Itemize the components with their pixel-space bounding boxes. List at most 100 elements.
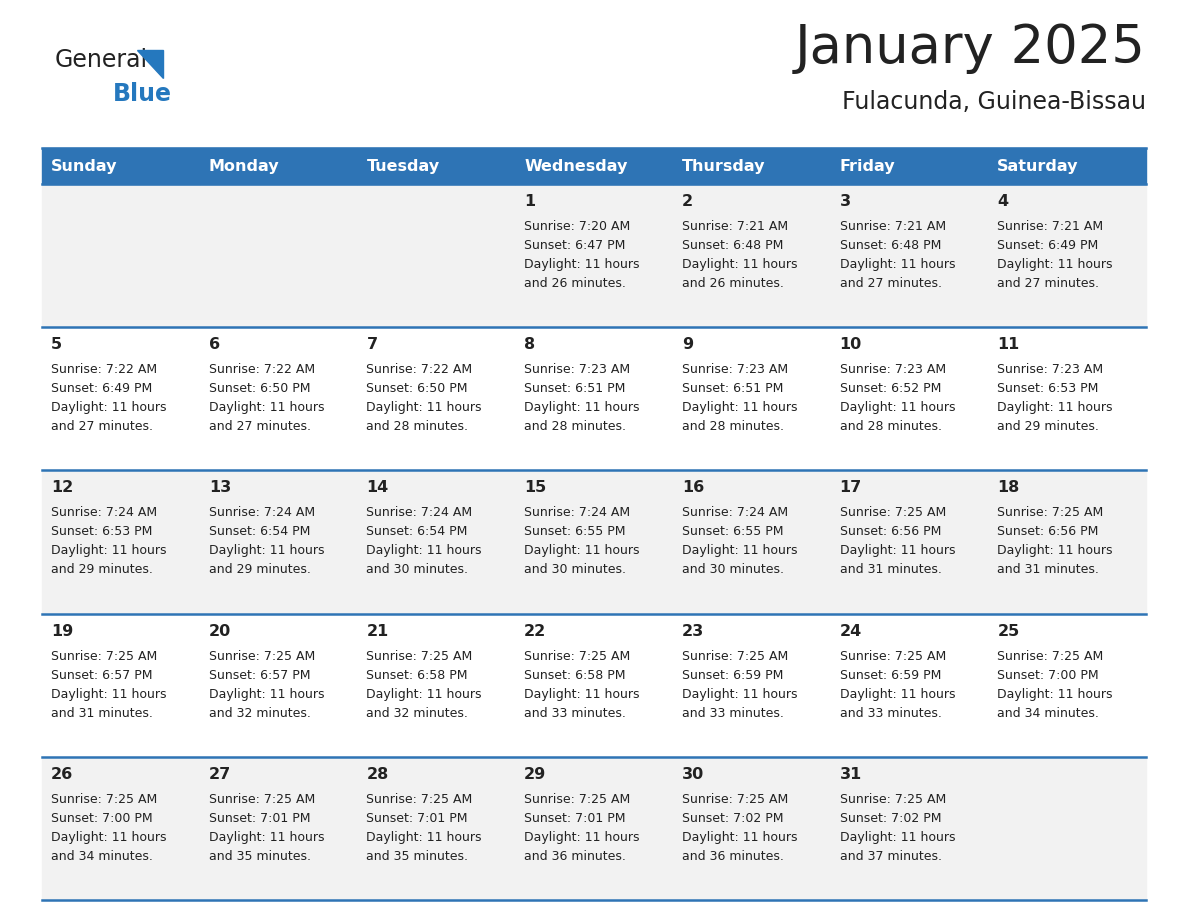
Text: 22: 22 xyxy=(524,623,546,639)
Bar xyxy=(830,184,988,327)
Text: 31: 31 xyxy=(840,767,861,782)
Text: 2: 2 xyxy=(682,194,693,209)
Text: 6: 6 xyxy=(209,337,220,353)
Text: Daylight: 11 hours: Daylight: 11 hours xyxy=(840,688,955,700)
Text: Daylight: 11 hours: Daylight: 11 hours xyxy=(366,401,482,414)
Text: and 31 minutes.: and 31 minutes. xyxy=(840,564,941,577)
Text: Sunrise: 7:25 AM: Sunrise: 7:25 AM xyxy=(682,650,788,663)
Text: and 27 minutes.: and 27 minutes. xyxy=(209,420,311,433)
Text: and 34 minutes.: and 34 minutes. xyxy=(51,850,153,863)
Bar xyxy=(830,470,988,613)
Text: 27: 27 xyxy=(209,767,230,782)
Text: Sunrise: 7:25 AM: Sunrise: 7:25 AM xyxy=(524,650,631,663)
Bar xyxy=(988,184,1146,327)
Text: 7: 7 xyxy=(366,337,378,353)
Bar xyxy=(672,184,830,327)
Text: Saturday: Saturday xyxy=(997,160,1079,174)
Bar xyxy=(200,184,358,327)
Bar xyxy=(672,327,830,470)
Text: January 2025: January 2025 xyxy=(795,22,1146,74)
Text: Daylight: 11 hours: Daylight: 11 hours xyxy=(997,401,1113,414)
Text: Daylight: 11 hours: Daylight: 11 hours xyxy=(366,544,482,557)
Text: 28: 28 xyxy=(366,767,388,782)
Text: and 31 minutes.: and 31 minutes. xyxy=(51,707,153,720)
Bar xyxy=(516,327,672,470)
Bar xyxy=(672,148,830,184)
Text: Wednesday: Wednesday xyxy=(524,160,627,174)
Bar xyxy=(358,613,516,756)
Bar xyxy=(830,756,988,900)
Bar xyxy=(200,327,358,470)
Text: Monday: Monday xyxy=(209,160,279,174)
Text: Sunset: 7:01 PM: Sunset: 7:01 PM xyxy=(524,812,626,824)
Text: 29: 29 xyxy=(524,767,546,782)
Text: Sunset: 6:50 PM: Sunset: 6:50 PM xyxy=(366,382,468,396)
Text: Sunset: 6:53 PM: Sunset: 6:53 PM xyxy=(997,382,1099,396)
Text: Tuesday: Tuesday xyxy=(366,160,440,174)
Text: Sunset: 6:57 PM: Sunset: 6:57 PM xyxy=(209,668,310,681)
Text: Sunrise: 7:21 AM: Sunrise: 7:21 AM xyxy=(840,220,946,233)
Text: Daylight: 11 hours: Daylight: 11 hours xyxy=(209,688,324,700)
Text: and 28 minutes.: and 28 minutes. xyxy=(524,420,626,433)
Text: Sunset: 6:58 PM: Sunset: 6:58 PM xyxy=(524,668,626,681)
Bar xyxy=(358,756,516,900)
Text: Sunset: 6:48 PM: Sunset: 6:48 PM xyxy=(682,239,783,252)
Bar xyxy=(830,613,988,756)
Bar xyxy=(672,470,830,613)
Text: and 28 minutes.: and 28 minutes. xyxy=(840,420,942,433)
Text: and 32 minutes.: and 32 minutes. xyxy=(366,707,468,720)
Text: Sunset: 6:56 PM: Sunset: 6:56 PM xyxy=(840,525,941,538)
Text: Sunset: 7:01 PM: Sunset: 7:01 PM xyxy=(366,812,468,824)
Text: Daylight: 11 hours: Daylight: 11 hours xyxy=(51,688,166,700)
Text: 8: 8 xyxy=(524,337,536,353)
Text: Daylight: 11 hours: Daylight: 11 hours xyxy=(840,544,955,557)
Text: Sunrise: 7:25 AM: Sunrise: 7:25 AM xyxy=(209,793,315,806)
Bar xyxy=(42,470,200,613)
Text: General: General xyxy=(55,48,148,72)
Text: Sunrise: 7:23 AM: Sunrise: 7:23 AM xyxy=(524,364,631,376)
Text: Sunset: 6:56 PM: Sunset: 6:56 PM xyxy=(997,525,1099,538)
Text: Sunrise: 7:25 AM: Sunrise: 7:25 AM xyxy=(682,793,788,806)
Text: Daylight: 11 hours: Daylight: 11 hours xyxy=(682,401,797,414)
Text: Sunrise: 7:25 AM: Sunrise: 7:25 AM xyxy=(997,650,1104,663)
Text: 10: 10 xyxy=(840,337,861,353)
Text: Sunrise: 7:25 AM: Sunrise: 7:25 AM xyxy=(524,793,631,806)
Text: Sunrise: 7:25 AM: Sunrise: 7:25 AM xyxy=(51,650,157,663)
Bar xyxy=(200,148,358,184)
Text: Daylight: 11 hours: Daylight: 11 hours xyxy=(840,831,955,844)
Text: Blue: Blue xyxy=(113,82,172,106)
Text: Sunset: 6:51 PM: Sunset: 6:51 PM xyxy=(524,382,626,396)
Text: Sunset: 6:54 PM: Sunset: 6:54 PM xyxy=(209,525,310,538)
Text: Daylight: 11 hours: Daylight: 11 hours xyxy=(997,544,1113,557)
Text: Sunset: 7:00 PM: Sunset: 7:00 PM xyxy=(51,812,152,824)
Text: and 35 minutes.: and 35 minutes. xyxy=(209,850,311,863)
Text: and 36 minutes.: and 36 minutes. xyxy=(682,850,784,863)
Text: 30: 30 xyxy=(682,767,704,782)
Text: Daylight: 11 hours: Daylight: 11 hours xyxy=(524,258,639,271)
Text: Sunrise: 7:23 AM: Sunrise: 7:23 AM xyxy=(682,364,788,376)
Text: 1: 1 xyxy=(524,194,536,209)
Text: and 27 minutes.: and 27 minutes. xyxy=(51,420,153,433)
Bar xyxy=(200,756,358,900)
Bar xyxy=(42,613,200,756)
Bar xyxy=(42,184,200,327)
Text: 16: 16 xyxy=(682,480,704,496)
Text: Sunrise: 7:21 AM: Sunrise: 7:21 AM xyxy=(682,220,788,233)
Text: Daylight: 11 hours: Daylight: 11 hours xyxy=(682,831,797,844)
Text: and 31 minutes.: and 31 minutes. xyxy=(997,564,1099,577)
Text: Daylight: 11 hours: Daylight: 11 hours xyxy=(524,688,639,700)
Text: and 26 minutes.: and 26 minutes. xyxy=(682,277,784,290)
Text: Sunrise: 7:25 AM: Sunrise: 7:25 AM xyxy=(209,650,315,663)
Text: and 33 minutes.: and 33 minutes. xyxy=(682,707,784,720)
Text: and 36 minutes.: and 36 minutes. xyxy=(524,850,626,863)
Bar xyxy=(516,148,672,184)
Text: Sunset: 6:48 PM: Sunset: 6:48 PM xyxy=(840,239,941,252)
Text: Sunrise: 7:24 AM: Sunrise: 7:24 AM xyxy=(51,507,157,520)
Text: and 33 minutes.: and 33 minutes. xyxy=(840,707,941,720)
Text: Daylight: 11 hours: Daylight: 11 hours xyxy=(682,544,797,557)
Text: Sunrise: 7:24 AM: Sunrise: 7:24 AM xyxy=(209,507,315,520)
Bar xyxy=(358,148,516,184)
Text: Sunrise: 7:23 AM: Sunrise: 7:23 AM xyxy=(840,364,946,376)
Text: Sunset: 7:01 PM: Sunset: 7:01 PM xyxy=(209,812,310,824)
Text: Sunrise: 7:25 AM: Sunrise: 7:25 AM xyxy=(997,507,1104,520)
